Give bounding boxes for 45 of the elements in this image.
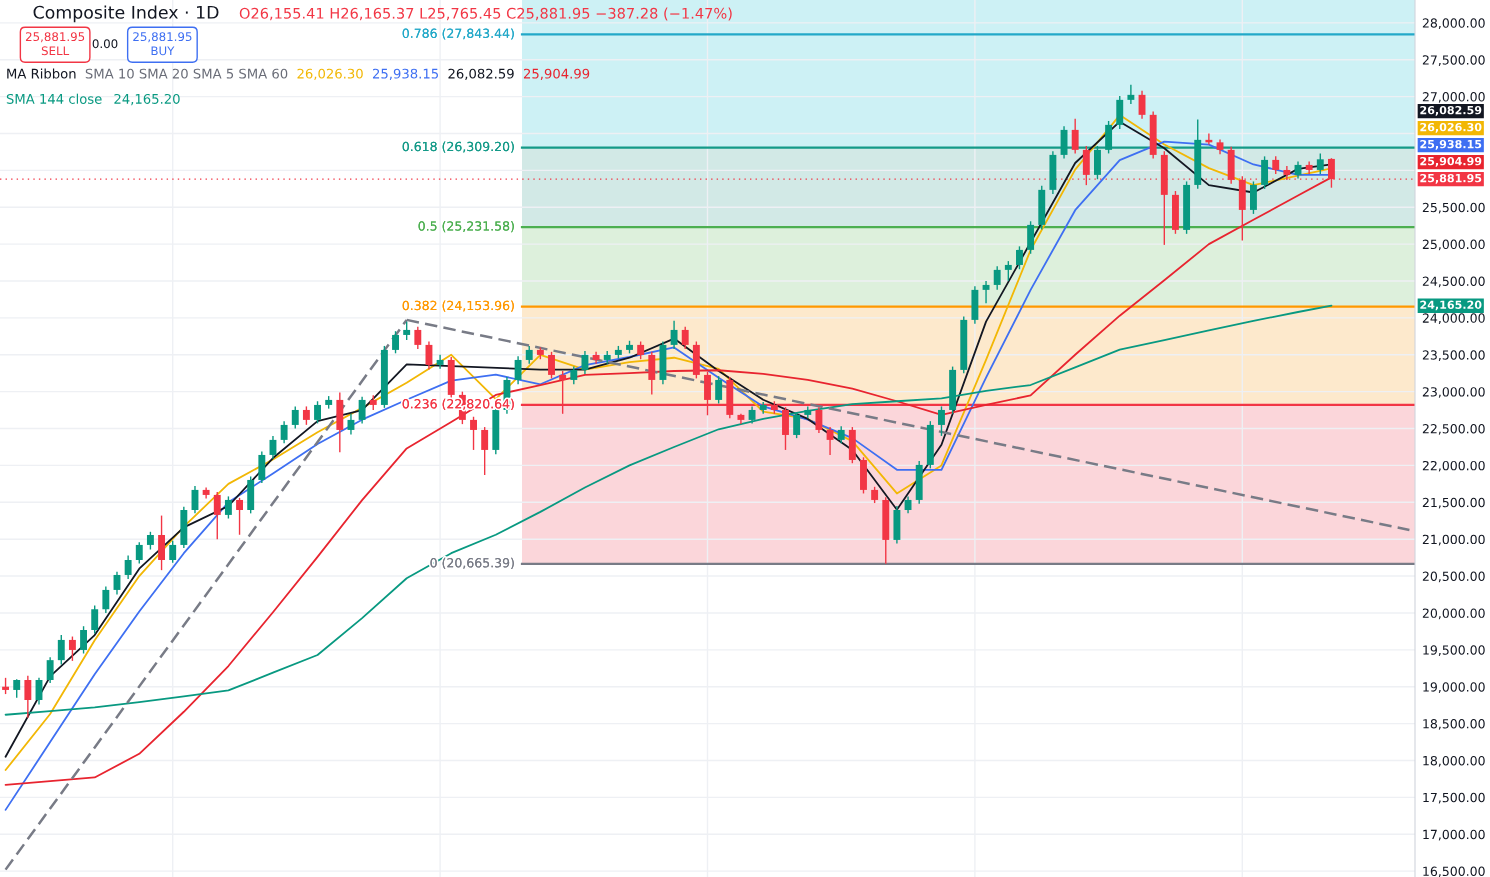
y-tick-label: 27,000.00 [1422, 92, 1485, 103]
text: 26,082.59 [1420, 105, 1482, 116]
y-tick-label: 22,000.00 [1422, 460, 1485, 472]
ref-line-label: 0.5 (25,231.58) [418, 221, 514, 233]
y-tick-label: 24,500.00 [1422, 276, 1485, 288]
annotation: 25,881.95 BUY [133, 32, 192, 56]
text: 25,938.15 [1420, 139, 1482, 150]
annotation: 0.00 [92, 39, 118, 49]
y-tick-label: 18,500.00 [1423, 719, 1485, 730]
y-tick-label: 23,000.00 [1422, 387, 1485, 398]
y-tick-label: 24,000.00 [1422, 313, 1485, 325]
annotation: 25,938.15 [372, 68, 438, 80]
ref-line-label: 0.618 (26,309.20) [402, 141, 514, 153]
annotation: 26,026.30 [297, 68, 363, 80]
y-tick-label: 21,500.00 [1422, 497, 1485, 509]
y-tick-label: 22,500.00 [1422, 424, 1485, 435]
ref-line-label: 0.786 (27,843.44) [402, 28, 514, 40]
y-tick-label: 19,500.00 [1423, 645, 1485, 657]
y-tick-label: 21,000.00 [1422, 534, 1485, 546]
text: 25,904.99 [1420, 156, 1482, 167]
text: 25,881.95 [1420, 173, 1482, 184]
annotation: 24,165.20 [114, 93, 180, 106]
y-tick-label: 23,500.00 [1422, 350, 1485, 361]
y-tick-label: 28,000.00 [1422, 18, 1485, 30]
ref-line-label: 0.382 (24,153.96) [402, 300, 514, 312]
y-tick-label: 20,500.00 [1422, 571, 1485, 583]
annotation: 25,881.95 SELL [25, 32, 85, 56]
y-tick-label: 18,000.00 [1423, 755, 1485, 767]
legend-title: MA Ribbon [7, 68, 76, 79]
chart-subtitle: O26,155.41 H26,165.37 L25,765.45 C25,881.95 −387.28 (−1.47%) [239, 7, 732, 21]
annotation: 25,904.99 [523, 68, 590, 80]
y-tick-label: 17,500.00 [1423, 792, 1485, 804]
text: 26,026.30 [1420, 122, 1482, 133]
chart-title: Composite Index · 1D [33, 5, 219, 23]
text: 24,165.20 [1420, 300, 1482, 311]
y-tick-label: 19,000.00 [1423, 682, 1485, 693]
text: SMA 10 SMA 20 SMA 5 SMA 60 [85, 68, 288, 79]
y-tick-label: 25,000.00 [1422, 239, 1485, 251]
y-tick-label: 17,000.00 [1423, 829, 1485, 841]
text: SMA 144 close [6, 93, 102, 104]
y-tick-label: 16,500.00 [1423, 866, 1485, 877]
y-tick-label: 25,500.00 [1422, 202, 1485, 214]
y-tick-label: 27,500.00 [1422, 55, 1485, 66]
y-tick-label: 20,000.00 [1422, 608, 1485, 620]
annotation: 26,082.59 [448, 68, 514, 80]
